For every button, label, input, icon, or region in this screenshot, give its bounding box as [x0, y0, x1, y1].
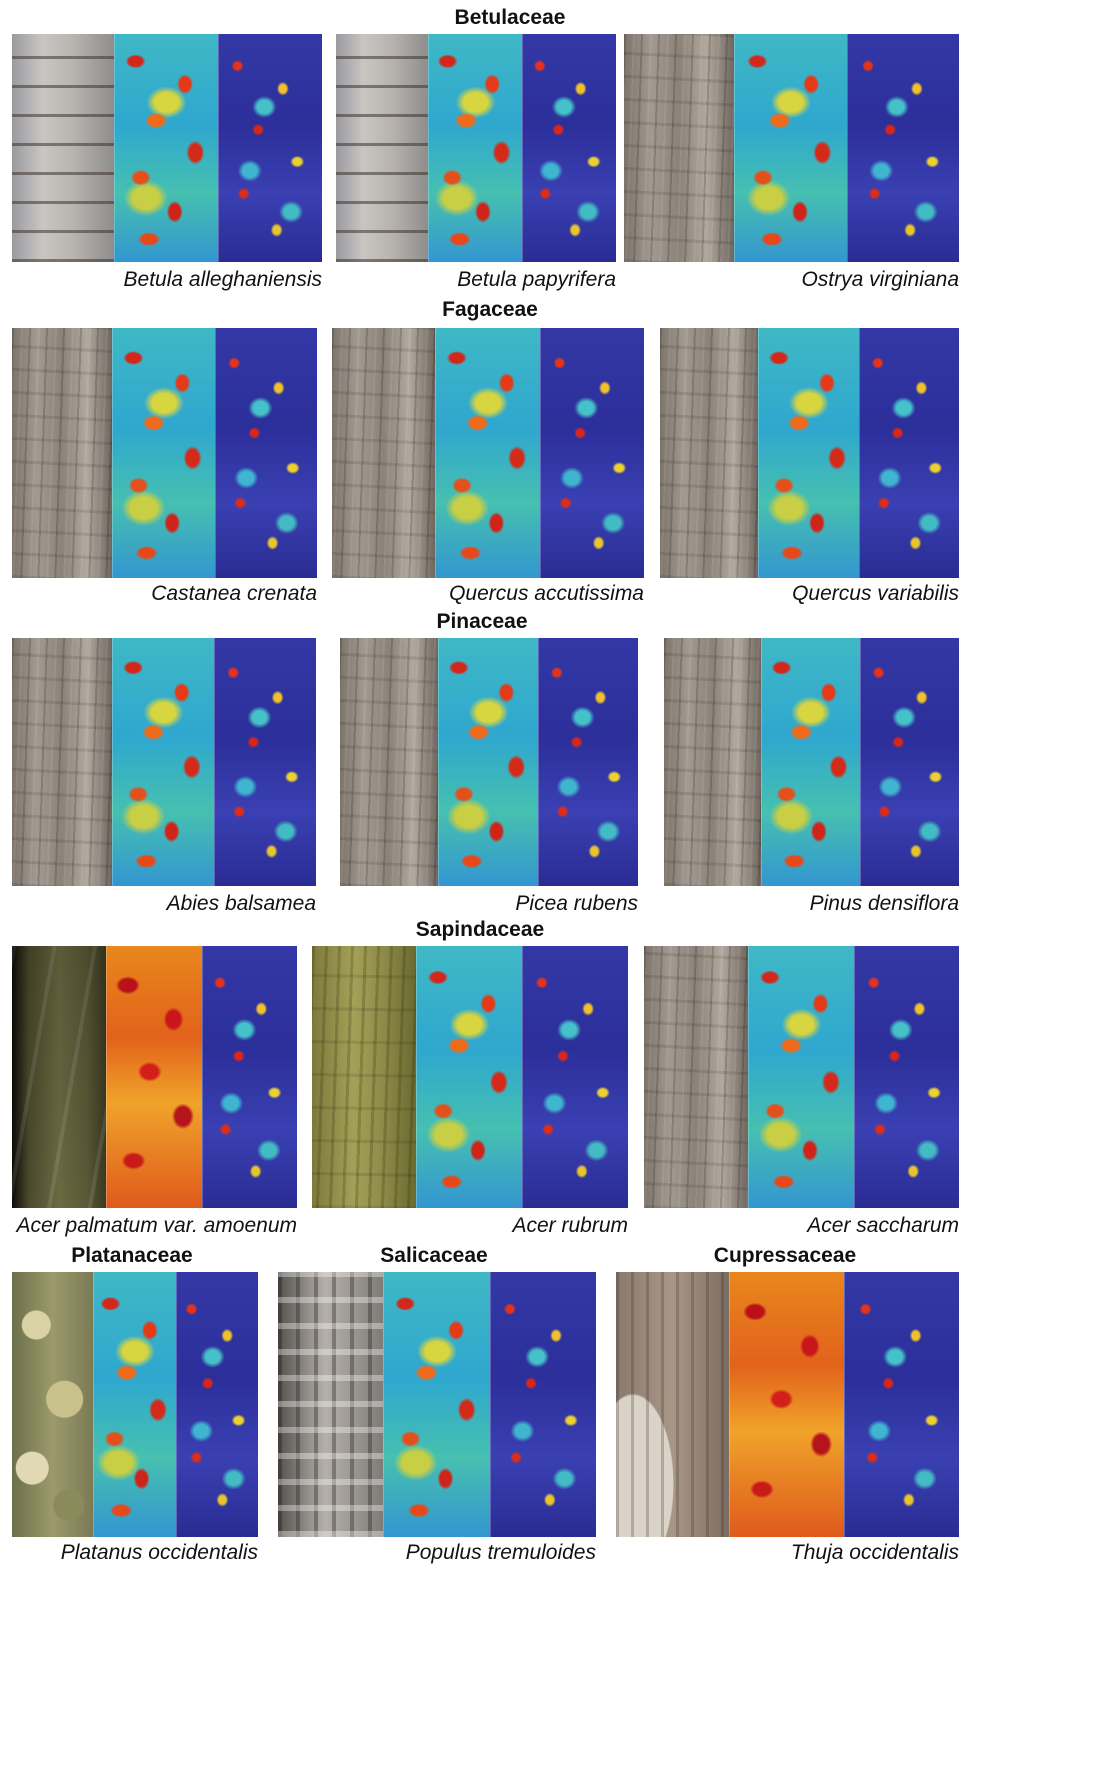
- species-caption: Pinus densiflora: [809, 892, 959, 915]
- bark-panel-thuja-occidentalis: [616, 1272, 959, 1537]
- species-caption: Quercus variabilis: [792, 582, 959, 605]
- bark-panel-ostrya-virginiana: [624, 34, 959, 262]
- species-caption: Platanus occidentalis: [60, 1541, 258, 1564]
- bark-panel-acer-saccharum: [644, 946, 959, 1208]
- species-caption: Betula papyrifera: [457, 268, 616, 291]
- bark-panel-pinus-densiflora: [664, 638, 959, 886]
- heatmap-overlay: [859, 638, 959, 886]
- bark-photo: [12, 34, 115, 262]
- species-caption: Ostrya virginiana: [801, 268, 959, 291]
- bark-photo: [644, 946, 749, 1208]
- heatmap-overlay: [521, 34, 616, 262]
- species-caption: Thuja occidentalis: [790, 1541, 959, 1564]
- bark-photo: [12, 638, 113, 886]
- species-caption: Quercus accutissima: [449, 582, 644, 605]
- heatmap-overlay: [214, 328, 317, 578]
- family-heading-sapindaceae: Sapindaceae: [415, 918, 545, 941]
- bark-panel-populus-tremuloides: [278, 1272, 596, 1537]
- bark-panel-betula-alleghaniensis: [12, 34, 322, 262]
- heatmap-overlay: [521, 946, 628, 1208]
- bark-panel-picea-rubens: [340, 638, 638, 886]
- species-caption: Abies balsamea: [166, 892, 316, 915]
- heatmap-overlay: [758, 328, 859, 578]
- heatmap-overlay: [853, 946, 959, 1208]
- bark-photo: [12, 1272, 94, 1537]
- bark-panel-abies-balsamea: [12, 638, 316, 886]
- bark-panel-acer-rubrum: [312, 946, 628, 1208]
- bark-photo: [312, 946, 417, 1208]
- bark-photo: [660, 328, 759, 578]
- bark-panel-platanus-occidentalis: [12, 1272, 258, 1537]
- heatmap-overlay: [846, 34, 959, 262]
- bark-photo: [616, 1272, 730, 1537]
- heatmap-overlay: [748, 946, 854, 1208]
- bark-panel-quercus-variabilis: [660, 328, 959, 578]
- heatmap-overlay: [175, 1272, 258, 1537]
- species-caption: Acer palmatum var. amoenum: [16, 1214, 298, 1237]
- heatmap-overlay: [106, 946, 202, 1208]
- species-caption: Picea rubens: [515, 892, 638, 915]
- family-heading-fagaceae: Fagaceae: [442, 298, 538, 321]
- heatmap-overlay: [112, 638, 214, 886]
- species-caption: Acer rubrum: [512, 1214, 628, 1237]
- heatmap-overlay: [729, 1272, 844, 1537]
- bark-photo: [278, 1272, 384, 1537]
- species-caption: Populus tremuloides: [405, 1541, 596, 1564]
- heatmap-overlay: [489, 1272, 596, 1537]
- heatmap-overlay: [761, 638, 860, 886]
- family-heading-cupressaceae: Cupressaceae: [713, 1244, 857, 1267]
- family-heading-salicaceae: Salicaceae: [380, 1244, 488, 1267]
- heatmap-overlay: [217, 34, 322, 262]
- heatmap-overlay: [383, 1272, 490, 1537]
- family-heading-betulaceae: Betulaceae: [454, 6, 566, 29]
- bark-photo: [664, 638, 762, 886]
- species-caption: Castanea crenata: [151, 582, 317, 605]
- heatmap-overlay: [428, 34, 522, 262]
- bark-photo: [332, 328, 436, 578]
- heatmap-overlay: [213, 638, 316, 886]
- species-caption: Betula alleghaniensis: [123, 268, 322, 291]
- heatmap-overlay: [438, 638, 538, 886]
- family-heading-platanaceae: Platanaceae: [71, 1244, 193, 1267]
- bark-panel-castanea-crenata: [12, 328, 317, 578]
- bark-photo: [340, 638, 439, 886]
- bark-photo: [336, 34, 429, 262]
- heatmap-overlay: [539, 328, 644, 578]
- family-heading-pinaceae: Pinaceae: [436, 610, 528, 633]
- bark-photo: [12, 328, 113, 578]
- bark-panel-acer-palmatum: [12, 946, 297, 1208]
- bark-panel-betula-papyrifera: [336, 34, 616, 262]
- bark-photo: [12, 946, 107, 1208]
- heatmap-overlay: [201, 946, 297, 1208]
- bark-panel-quercus-accutissima: [332, 328, 644, 578]
- heatmap-overlay: [843, 1272, 959, 1537]
- bark-photo: [624, 34, 735, 262]
- heatmap-overlay: [114, 34, 218, 262]
- heatmap-overlay: [537, 638, 638, 886]
- heatmap-overlay: [858, 328, 959, 578]
- heatmap-overlay: [112, 328, 215, 578]
- heatmap-overlay: [734, 34, 847, 262]
- heatmap-overlay: [416, 946, 522, 1208]
- species-caption: Acer saccharum: [807, 1214, 959, 1237]
- heatmap-overlay: [435, 328, 540, 578]
- heatmap-overlay: [93, 1272, 176, 1537]
